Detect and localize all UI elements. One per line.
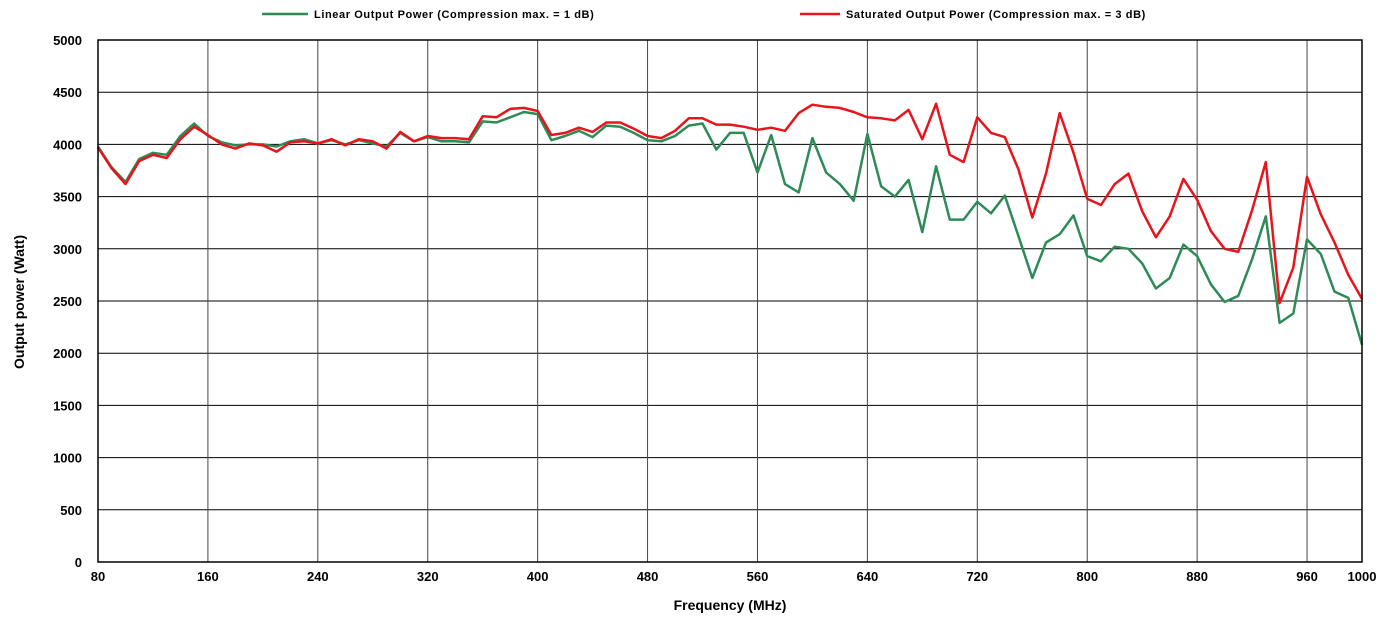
x-tick-label: 720 xyxy=(966,569,988,584)
y-axis-title: Output power (Watt) xyxy=(11,235,27,369)
y-tick-label: 4000 xyxy=(53,137,82,152)
x-tick-label: 400 xyxy=(527,569,549,584)
series-layer xyxy=(96,102,1364,346)
y-tick-label: 3500 xyxy=(53,190,82,205)
x-tick-label: 480 xyxy=(637,569,659,584)
y-tick-label: 500 xyxy=(60,503,82,518)
x-tick-label: 960 xyxy=(1296,569,1318,584)
x-tick-label: 1000 xyxy=(1348,569,1377,584)
x-tick-label: 160 xyxy=(197,569,219,584)
x-axis-ticks: 80 160 240 320 400 480 560 640 720 800 880 960 1000 xyxy=(91,569,1377,584)
series-line-saturated-output-power xyxy=(96,102,1364,305)
y-tick-label: 2000 xyxy=(53,346,82,361)
y-axis-ticks: 0 500 1000 1500 2000 2500 3000 3500 4000 4500 5000 xyxy=(53,33,82,570)
series-line-linear-output-power xyxy=(96,110,1364,346)
x-axis-title: Frequency (MHz) xyxy=(674,597,787,613)
x-tick-label: 880 xyxy=(1186,569,1208,584)
y-tick-label: 0 xyxy=(75,555,82,570)
plot-area-frame xyxy=(97,39,1363,563)
x-tick-label: 640 xyxy=(857,569,879,584)
y-tick-label: 2500 xyxy=(53,294,82,309)
x-tick-label: 320 xyxy=(417,569,439,584)
y-tick-label: 1500 xyxy=(53,398,82,413)
grid xyxy=(97,39,1363,563)
legend: Linear Output Power (Compression max. = … xyxy=(262,9,1146,21)
y-tick-label: 5000 xyxy=(53,33,82,48)
x-tick-label: 240 xyxy=(307,569,329,584)
x-tick-label: 560 xyxy=(747,569,769,584)
legend-label-saturated: Saturated Output Power (Compression max.… xyxy=(846,9,1146,21)
y-tick-label: 1000 xyxy=(53,451,82,466)
x-tick-label: 800 xyxy=(1076,569,1098,584)
y-tick-label: 4500 xyxy=(53,85,82,100)
legend-label-linear: Linear Output Power (Compression max. = … xyxy=(314,9,594,21)
y-tick-label: 3000 xyxy=(53,242,82,257)
x-tick-label: 80 xyxy=(91,569,105,584)
